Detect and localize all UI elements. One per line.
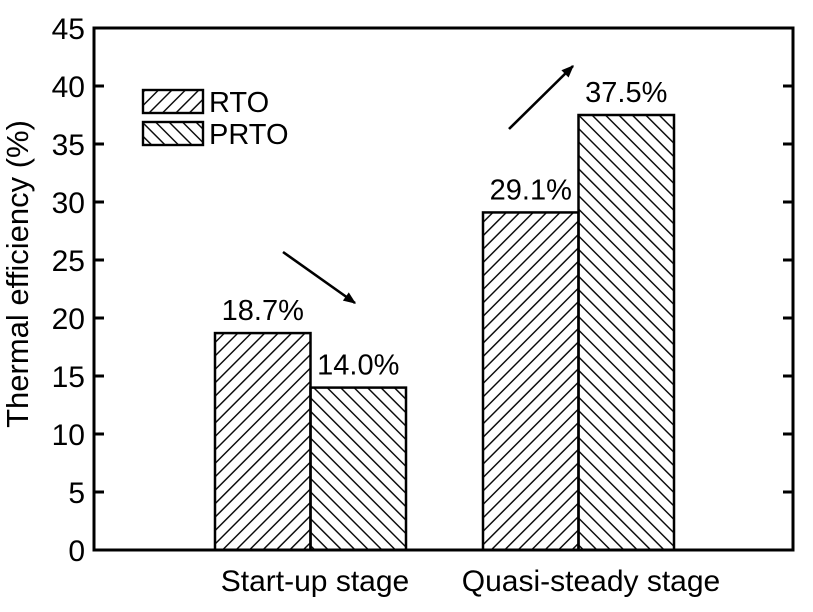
y-tick-label: 20 (52, 303, 85, 336)
bar-rto-quasi-steady-stage (481, 211, 580, 552)
x-category-label-quasi-steady-stage: Quasi-steady stage (462, 565, 720, 598)
y-tick-label: 40 (52, 71, 85, 104)
increase-arrow-icon (508, 65, 574, 130)
value-label-prto-quasi-steady-stage: 37.5% (585, 77, 667, 109)
value-label-rto-quasi-steady-stage: 29.1% (490, 174, 572, 206)
y-tick-label: 35 (52, 129, 85, 162)
value-label-prto-start-up-stage: 14.0% (317, 350, 399, 382)
y-tick-label: 30 (52, 187, 85, 220)
y-tick-label: 5 (68, 477, 85, 510)
legend-label-rto: RTO (209, 87, 269, 119)
y-tick-label: 10 (52, 419, 85, 452)
legend-label-prto: PRTO (209, 119, 289, 151)
bar-prto-start-up-stage (309, 386, 408, 552)
y-tick-label: 45 (52, 13, 85, 46)
bar-rto-start-up-stage (213, 331, 312, 552)
legend-swatch-rto (141, 88, 205, 115)
plot-border (92, 26, 795, 552)
y-tick-label: 25 (52, 245, 85, 278)
decrease-arrow-icon (282, 250, 357, 305)
y-axis-title: Thermal efficiency (%) (0, 120, 35, 428)
y-tick-label: 0 (68, 535, 85, 568)
legend-swatch-prto (141, 120, 205, 147)
value-label-rto-start-up-stage: 18.7% (222, 295, 304, 327)
x-category-label-start-up-stage: Start-up stage (221, 565, 409, 598)
bar-prto-quasi-steady-stage (577, 113, 676, 552)
y-tick-label: 15 (52, 361, 85, 394)
